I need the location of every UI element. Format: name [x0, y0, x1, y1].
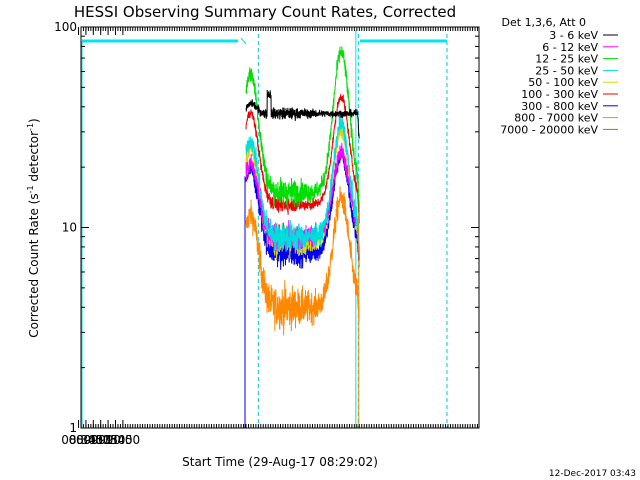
series-line	[245, 94, 360, 224]
x-tick-label: 09:30	[91, 433, 126, 447]
x-tick-label: 09:45	[98, 433, 133, 447]
legend-label: 12 - 25 keV	[535, 53, 598, 66]
series-line	[245, 89, 360, 139]
legend-label: 50 - 100 keV	[528, 76, 598, 89]
y-tick-label: 100	[54, 20, 77, 34]
series-line	[245, 46, 360, 216]
x-tick-label: 08:45	[69, 433, 104, 447]
legend-label: 6 - 12 keV	[542, 41, 598, 54]
legend-label: 25 - 50 keV	[535, 64, 598, 77]
y-axis: 1 10 100	[54, 20, 479, 435]
chart-title: HESSI Observing Summary Count Rates, Cor…	[74, 3, 456, 21]
legend-label: 7000 - 20000 keV	[500, 123, 598, 136]
y-axis-label: Corrected Count Rate (s-1 detector-1)	[26, 118, 41, 337]
legend-label: 800 - 7000 keV	[514, 112, 598, 125]
x-axis-label: Start Time (29-Aug-17 08:29:02)	[182, 455, 378, 469]
x-tick-label: 09:00	[76, 433, 111, 447]
x-tick-label: 08:30	[61, 433, 96, 447]
y-tick-label: 1	[69, 421, 77, 435]
y-tick-label: 10	[62, 221, 77, 235]
plot-area	[81, 30, 448, 428]
series-line	[245, 114, 360, 258]
legend-label: 3 - 6 keV	[549, 29, 598, 42]
legend-label: 100 - 300 keV	[521, 88, 598, 101]
legend-title: Det 1,3,6, Att 0	[502, 16, 586, 29]
saa-marker	[240, 37, 247, 45]
legend-label: 300 - 800 keV	[521, 100, 598, 113]
footer-date: 12-Dec-2017 03:43	[549, 469, 636, 479]
x-tick-label: 09:15	[83, 433, 118, 447]
series-line	[245, 186, 360, 336]
x-tick-label: 10:00	[106, 433, 141, 447]
